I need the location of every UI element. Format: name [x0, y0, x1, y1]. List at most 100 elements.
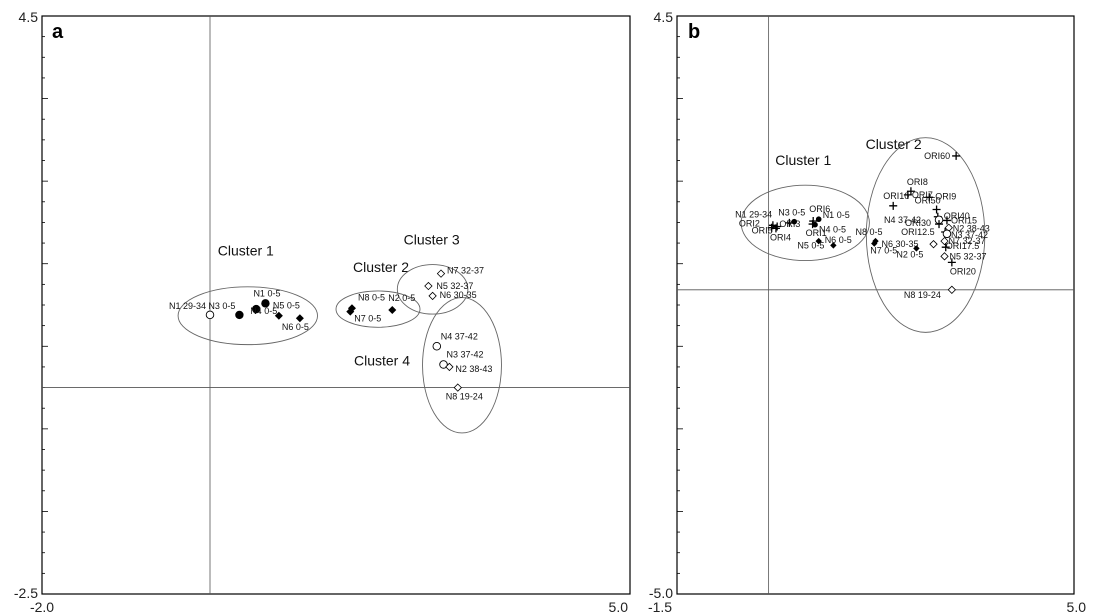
data-point-marker — [445, 362, 454, 372]
data-point-marker — [432, 342, 442, 351]
data-point-marker — [925, 193, 934, 202]
data-point-label: N4 37-42 — [884, 215, 921, 225]
data-point-marker — [388, 305, 397, 314]
data-points: N1 29-34 N3 0-5 N4 0-5 N1 0-5 N5 0-5 N6 0-5 N8… — [169, 266, 492, 402]
data-point-label: N1 29-34 — [169, 301, 206, 311]
data-point-label: N5 32-37 — [950, 251, 987, 261]
data-point-label: N6 0-5 — [825, 235, 852, 245]
data-point-label: ORI60 — [924, 151, 950, 161]
data-point-marker — [913, 245, 920, 252]
data-point-label: N8 0-5 — [856, 227, 883, 237]
cluster-label: Cluster 1 — [218, 243, 274, 259]
x-tick-right: 5.0 — [1067, 599, 1087, 615]
data-point-marker — [941, 243, 950, 252]
data-point-marker — [252, 304, 261, 314]
data-point-label: N6 0-5 — [282, 322, 309, 332]
data-point-marker — [274, 311, 283, 320]
y-tick-bottom: -5.0 — [649, 585, 673, 601]
data-point-marker — [771, 224, 780, 233]
data-point-marker — [940, 236, 949, 246]
data-point-label: N6 30-35 — [440, 290, 477, 300]
plot-frame — [676, 15, 1075, 595]
data-point-label: N5 0-5 — [797, 240, 824, 250]
data-point-marker — [205, 310, 215, 320]
data-point-label: ORI12.5 — [901, 227, 935, 237]
data-point-marker — [947, 258, 956, 267]
data-point-label: N8 19-24 — [904, 290, 941, 300]
y-axis-ticks — [42, 15, 48, 595]
data-point-label: N2 38-43 — [953, 224, 990, 234]
cluster-ellipse — [396, 264, 469, 315]
panel-label: b — [688, 21, 700, 43]
data-point-marker — [932, 205, 941, 214]
data-point-marker — [346, 307, 355, 316]
data-point-marker — [808, 220, 817, 229]
data-point-marker — [424, 281, 433, 291]
data-point-label: N7 32-37 — [447, 266, 484, 276]
data-point-label: N7 0-5 — [354, 314, 381, 324]
cluster-label: Cluster 4 — [354, 352, 410, 368]
data-point-marker — [773, 222, 782, 231]
data-point-marker — [815, 237, 822, 245]
crosshair-lines — [677, 16, 1074, 594]
data-point-label: ORI7 — [912, 190, 933, 200]
data-point-label: ORI20 — [950, 266, 976, 276]
y-tick-top: 4.5 — [654, 9, 674, 25]
panel-a: a Cluster 1 Cluster 2 Cluster 3 Cluster 4 N… — [14, 9, 631, 615]
data-point-label: N1 29-34 — [735, 210, 772, 220]
y-tick-bottom: -2.5 — [14, 585, 38, 601]
panel-label: a — [52, 21, 64, 43]
data-point-marker — [815, 216, 822, 223]
data-point-marker — [952, 151, 961, 160]
x-tick-left: -2.0 — [30, 599, 54, 615]
data-point-marker — [940, 252, 949, 261]
y-tick-top: 4.5 — [19, 9, 39, 25]
data-point-marker — [439, 360, 448, 369]
data-point-label: N5 0-5 — [273, 301, 300, 311]
data-point-label: ORI10 — [883, 191, 909, 201]
data-point-label: N4 0-5 — [819, 225, 846, 235]
data-point-label: N6 30-35 — [882, 239, 919, 249]
cluster-label: Cluster 1 — [775, 152, 831, 168]
data-point-label: ORI50 — [915, 195, 941, 205]
data-point-label: N3 0-5 — [778, 208, 805, 218]
data-point-label: ORI4 — [770, 232, 791, 242]
cluster-ellipse — [865, 137, 986, 333]
data-point-marker — [929, 239, 938, 249]
data-point-label: N8 0-5 — [358, 292, 385, 302]
data-point-marker — [889, 201, 898, 210]
x-tick-left: -1.5 — [648, 599, 672, 615]
data-point-label: ORI5 — [752, 226, 773, 236]
data-point-label: ORI2 — [739, 218, 760, 228]
data-point-label: N2 0-5 — [388, 293, 415, 303]
data-point-label: N3 0-5 — [208, 301, 235, 311]
cluster-label: Cluster 3 — [404, 231, 460, 247]
data-point-marker — [942, 216, 951, 225]
cluster-ellipses: Cluster 1 Cluster 2 Cluster 3 Cluster 4 — [177, 231, 502, 434]
data-point-label: N3 37-42 — [951, 230, 988, 240]
y-axis-ticks — [677, 15, 683, 595]
data-point-marker — [871, 240, 878, 247]
data-point-label: ORI30 — [905, 218, 931, 228]
cluster-ellipse — [740, 184, 870, 262]
data-point-marker — [791, 218, 798, 225]
cluster-ellipses: Cluster 1 Cluster 2 — [740, 136, 986, 333]
cluster-ellipse — [177, 286, 318, 346]
data-point-label: ORI3 — [779, 219, 800, 229]
data-point-marker — [942, 229, 952, 239]
data-point-marker — [903, 190, 912, 199]
cluster-label: Cluster 2 — [866, 136, 922, 152]
data-point-label: N1 0-5 — [253, 288, 280, 298]
data-point-label: N7 32-37 — [949, 236, 986, 246]
crosshair-lines — [42, 16, 630, 594]
cluster-label: Cluster 2 — [353, 259, 409, 275]
data-point-label: N4 37-42 — [441, 331, 478, 341]
data-point-marker — [235, 310, 244, 320]
data-point-label: ORI9 — [935, 191, 956, 201]
data-point-label: ORI8 — [907, 177, 928, 187]
data-point-label: ORI15 — [951, 215, 977, 225]
x-tick-right: 5.0 — [609, 599, 629, 615]
